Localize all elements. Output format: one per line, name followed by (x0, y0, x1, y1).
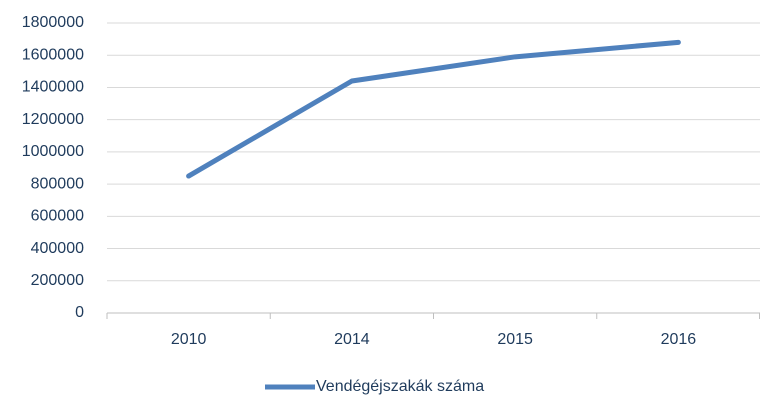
y-tick-label: 1400000 (22, 79, 84, 96)
x-tick-label: 2010 (171, 331, 207, 348)
x-tick-label: 2014 (334, 331, 370, 348)
y-tick-label: 0 (75, 304, 84, 321)
x-tick-label: 2016 (661, 331, 697, 348)
y-tick-label: 800000 (31, 175, 84, 192)
y-tick-label: 600000 (31, 208, 84, 225)
legend-label: Vendégéjszakák száma (316, 378, 484, 395)
y-tick-label: 1800000 (22, 14, 84, 31)
y-tick-label: 1000000 (22, 143, 84, 160)
x-tick-label: 2015 (497, 331, 533, 348)
y-tick-label: 1200000 (22, 111, 84, 128)
y-tick-label: 1600000 (22, 46, 84, 63)
line-series (186, 39, 681, 179)
y-tick-label: 400000 (31, 240, 84, 257)
y-tick-label: 200000 (31, 272, 84, 289)
